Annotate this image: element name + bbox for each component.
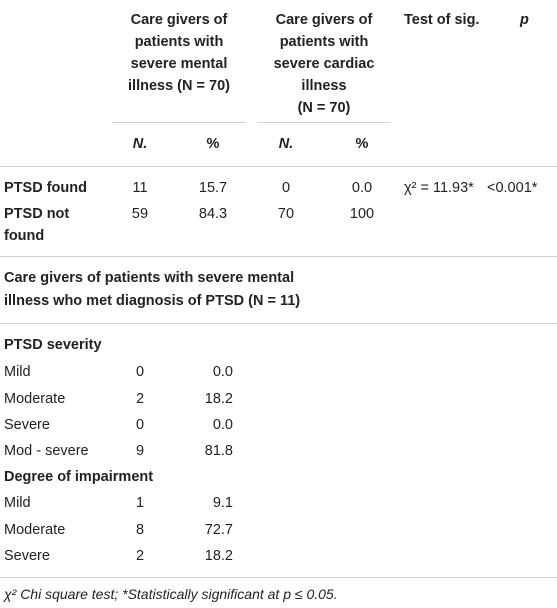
severity-row-n: 2	[135, 391, 145, 407]
severity-row-pct: 81.8	[204, 443, 233, 459]
severity-row-pct: 0.0	[212, 417, 233, 433]
header-n2: N.	[278, 136, 294, 152]
severity-title: PTSD severity	[4, 337, 102, 353]
severity-row-n: 0	[135, 364, 145, 380]
impairment-row-n: 8	[135, 522, 145, 538]
impairment-row-label: Severe	[4, 548, 50, 564]
group2-underline	[257, 122, 391, 123]
impairment-row-pct: 9.1	[212, 495, 233, 511]
severity-row-n: 9	[135, 443, 145, 459]
subsection-title-line2: illness who met diagnosis of PTSD (N = 1…	[4, 293, 301, 309]
header-n1: N.	[132, 136, 148, 152]
header-group1-line2: patients with	[134, 34, 224, 50]
subsection-rule	[0, 323, 557, 324]
row-ptsd-not-found-pct1: 84.3	[198, 206, 228, 222]
header-group2-line2: patients with	[279, 34, 369, 50]
section-rule	[0, 256, 557, 257]
header-group1-line1: Care givers of	[130, 12, 228, 28]
severity-row-label: Severe	[4, 417, 50, 433]
row-ptsd-found-pct2: 0.0	[351, 180, 373, 196]
impairment-row-n: 2	[135, 548, 145, 564]
header-pct1: %	[206, 136, 220, 152]
impairment-row-label: Moderate	[4, 522, 66, 538]
severity-row-pct: 18.2	[204, 391, 233, 407]
severity-row-label: Moderate	[4, 391, 66, 407]
header-group1-line3: severe mental	[130, 56, 228, 72]
header-group2-line4: illness	[301, 78, 347, 94]
row-ptsd-found-n2: 0	[281, 180, 291, 196]
row-ptsd-found-n1: 11	[132, 180, 148, 196]
header-rule	[0, 166, 557, 167]
severity-row-label: Mild	[4, 364, 31, 380]
impairment-row-pct: 72.7	[204, 522, 233, 538]
header-group2-line1: Care givers of	[275, 12, 373, 28]
row-ptsd-not-found-n1: 59	[131, 206, 149, 222]
row-ptsd-found-p: <0.001*	[487, 180, 538, 196]
row-ptsd-found-pct1: 15.7	[198, 180, 228, 196]
impairment-row-label: Mild	[4, 495, 31, 511]
impairment-row-pct: 18.2	[204, 548, 233, 564]
group1-underline	[112, 122, 246, 123]
row-ptsd-not-found-pct2: 100	[349, 206, 375, 222]
severity-row-n: 0	[135, 417, 145, 433]
subsection-title-line1: Care givers of patients with severe ment…	[4, 270, 295, 286]
header-group2-line5: (N = 70)	[297, 100, 351, 116]
header-group2-line3: severe cardiac	[273, 56, 375, 72]
header-pct2: %	[355, 136, 369, 152]
header-group1-line4: illness (N = 70)	[128, 78, 230, 94]
severity-row-label: Mod - severe	[4, 443, 89, 459]
header-test-of-sig: Test of sig.	[404, 12, 480, 28]
header-p: p	[520, 12, 529, 28]
footer-rule	[0, 577, 557, 578]
impairment-title: Degree of impairment	[4, 469, 154, 485]
footnote: χ² Chi square test; *Statistically signi…	[4, 586, 338, 602]
row-ptsd-found-label: PTSD found	[4, 180, 87, 196]
row-ptsd-not-found-label-1: PTSD not	[4, 206, 70, 222]
impairment-row-n: 1	[135, 495, 145, 511]
row-ptsd-found-test: χ² = 11.93*	[404, 180, 474, 196]
severity-row-pct: 0.0	[212, 364, 233, 380]
row-ptsd-not-found-n2: 70	[277, 206, 295, 222]
row-ptsd-not-found-label-2: found	[4, 228, 45, 244]
